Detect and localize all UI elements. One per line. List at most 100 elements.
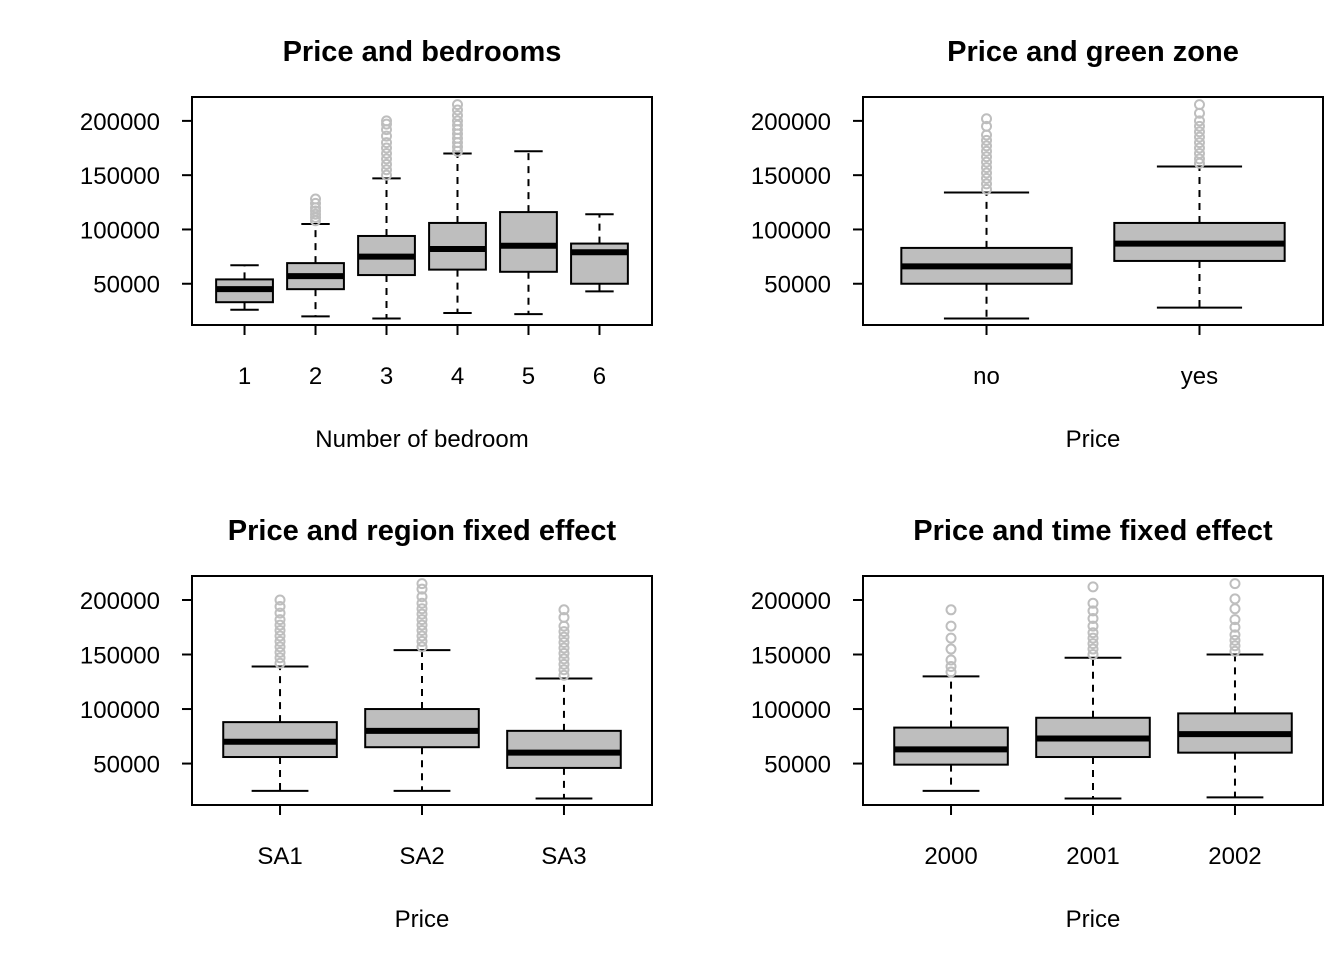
box-4 [428, 99, 487, 315]
outlier-point [558, 611, 570, 623]
outlier-point [274, 619, 286, 631]
outlier-point [981, 162, 993, 174]
outlier-point [274, 601, 286, 613]
x-axis-label: Number of bedroom [315, 426, 528, 453]
outlier-point [558, 631, 570, 643]
outlier-point [981, 183, 993, 195]
outlier-point [1229, 645, 1241, 657]
outlier-point [416, 619, 428, 631]
outlier-point [381, 137, 393, 149]
outlier-point [1193, 115, 1205, 127]
y-tick-label: 50000 [93, 272, 160, 299]
outlier-point [981, 167, 993, 179]
x-tick-label: 3 [380, 363, 393, 390]
outlier-point [1193, 120, 1205, 132]
chart-title: Price and time fixed effect [913, 515, 1273, 547]
x-tick-label: 1 [238, 363, 251, 390]
x-tick-label: yes [1181, 363, 1218, 390]
outlier-point [558, 647, 570, 659]
outlier-point [416, 603, 428, 615]
x-tick-label: 2002 [1208, 843, 1261, 870]
box-2002 [1177, 578, 1293, 799]
outlier-point [558, 637, 570, 649]
y-tick-label: 50000 [764, 272, 831, 299]
outlier-point [945, 666, 957, 678]
chart-title: Price and green zone [947, 36, 1239, 68]
outlier-point [558, 653, 570, 665]
y-tick-label: 50000 [764, 752, 831, 779]
box-no [900, 113, 1073, 320]
box-sa1 [222, 594, 338, 792]
x-tick-label: SA2 [399, 843, 444, 870]
box-iqr [506, 729, 622, 769]
outlier-point [1229, 593, 1241, 605]
chart-title: Price and bedrooms [283, 36, 562, 68]
outlier-point [945, 604, 957, 616]
outlier-point [416, 583, 428, 595]
outlier-point [1087, 613, 1099, 625]
chart-panel-2: Price and green zone 50000 100000 150000 200… [751, 36, 1324, 453]
outlier-point [1087, 643, 1099, 655]
y-tick-label: 100000 [751, 697, 831, 724]
y-tick-label: 150000 [751, 643, 831, 670]
outlier-point [381, 115, 393, 127]
box-2001 [1035, 581, 1151, 800]
box-2000 [893, 604, 1009, 792]
outlier-point [274, 646, 286, 658]
outlier-point [1229, 578, 1241, 590]
y-tick-label: 100000 [80, 217, 160, 244]
outlier-point [381, 164, 393, 176]
outlier-point [1229, 621, 1241, 633]
outlier-point [558, 669, 570, 681]
outlier-point [381, 142, 393, 154]
outlier-point [981, 178, 993, 190]
plot-frame [862, 96, 1324, 326]
outlier-point [1087, 627, 1099, 639]
y-tick-label: 100000 [80, 697, 160, 724]
outlier-point [416, 614, 428, 626]
outlier-point [1229, 603, 1241, 615]
outlier-point [945, 661, 957, 673]
outlier-point [310, 205, 322, 217]
box-5 [499, 150, 558, 316]
outlier-point [558, 604, 570, 616]
x-tick-label: 2000 [924, 843, 977, 870]
outlier-point [451, 109, 463, 121]
box-6 [570, 213, 629, 293]
x-tick-label: 6 [593, 363, 606, 390]
outlier-point [416, 608, 428, 620]
outlier-point [381, 147, 393, 159]
x-tick-label: SA3 [541, 843, 586, 870]
outlier-point [1087, 632, 1099, 644]
box-yes [1113, 99, 1286, 309]
y-tick-label: 150000 [80, 163, 160, 190]
x-tick-label: SA1 [257, 843, 302, 870]
outlier-point [274, 625, 286, 637]
outlier-point [1193, 126, 1205, 138]
box-3 [357, 115, 416, 320]
outlier-point [1087, 597, 1099, 609]
outlier-point [1193, 142, 1205, 154]
outlier-point [1087, 620, 1099, 632]
y-tick-label: 200000 [751, 109, 831, 136]
outlier-point [981, 151, 993, 163]
outlier-point [981, 156, 993, 168]
outlier-point [1229, 614, 1241, 626]
outlier-point [381, 153, 393, 165]
box-iqr [893, 726, 1009, 766]
outlier-point [310, 208, 322, 220]
outlier-point [1087, 605, 1099, 617]
outlier-point [381, 158, 393, 170]
x-axis-label: Price [1066, 906, 1121, 933]
chart-panel-3: Price and region fixed effect 50000 100000… [80, 515, 653, 933]
box-iqr [499, 211, 558, 273]
y-tick-label: 50000 [93, 752, 160, 779]
outlier-point [981, 113, 993, 125]
outlier-point [1087, 638, 1099, 650]
outlier-point [1193, 137, 1205, 149]
outlier-point [451, 104, 463, 116]
outlier-point [274, 630, 286, 642]
outlier-point [1193, 131, 1205, 143]
outlier-point [1229, 640, 1241, 652]
